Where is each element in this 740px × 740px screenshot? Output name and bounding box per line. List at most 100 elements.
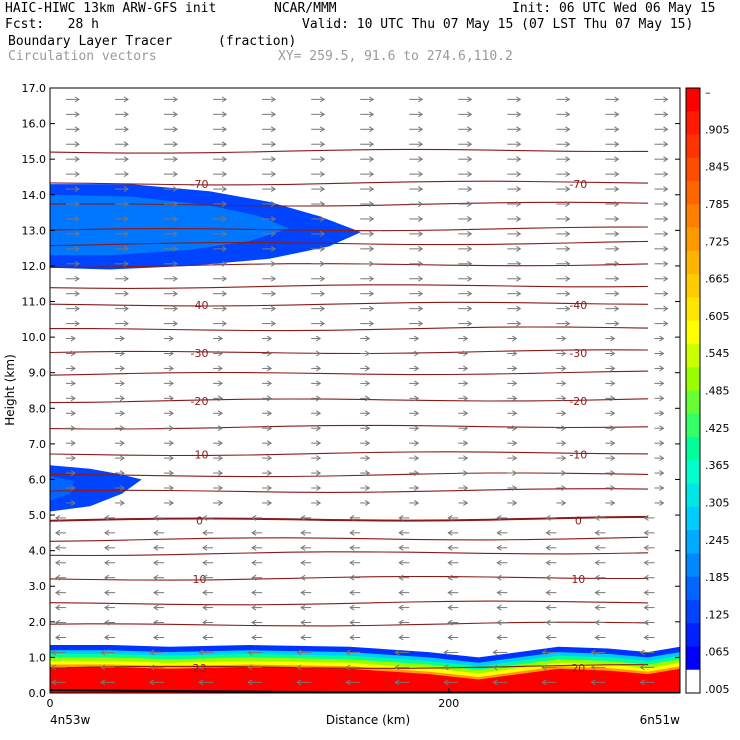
vector-arrow [247,679,263,686]
vector-arrow [164,156,178,163]
colorbar-label: .005 [705,683,730,696]
vector-arrow [492,649,508,656]
vector-arrow [398,604,410,611]
colorbar-label: .665 [705,273,730,286]
vector-arrow [556,171,571,178]
colorbar-label: .185 [705,571,730,584]
vector-arrow [360,365,371,372]
vector-arrow [654,380,665,387]
vector-arrow [447,559,459,566]
vector-arrow [65,395,76,402]
vector-arrow [311,111,326,118]
vector-arrow [311,365,322,372]
vector-arrow [654,275,669,282]
vector-arrow [556,111,571,118]
cross-section-coords: XY= 259.5, 91.6 to 274.6,110.2 [278,49,513,64]
vector-arrow [202,529,214,536]
vector-arrow [594,544,606,551]
vector-arrow [409,455,420,462]
vector-arrow [409,470,420,476]
y-tick-label: 16.0 [22,118,47,131]
vector-arrow [100,664,115,671]
vector-arrow [164,216,178,222]
vector-arrow [409,335,420,342]
vector-arrow [65,380,76,387]
vector-arrow [65,335,76,342]
colorbar-label: .605 [705,310,730,323]
colorbar-label: .785 [705,198,730,211]
vector-arrow [541,649,557,656]
vector-arrow [639,664,655,671]
vector-arrow [507,230,522,237]
vector-arrow [507,305,522,312]
vector-arrow [114,290,129,297]
vector-arrow [114,470,125,476]
vector-arrow [605,365,616,372]
vector-arrow [114,230,129,237]
vector-arrow [164,141,178,148]
colorbar-swatch [686,669,700,694]
colorbar-swatch [686,576,700,601]
vector-arrow [507,245,522,252]
vector-arrow [202,619,214,626]
vector-arrow [409,305,424,312]
vector-arrow [654,171,669,178]
colorbar-swatch [686,181,700,205]
vector-arrow [409,320,424,327]
vector-arrow [458,425,469,432]
vector-arrow [496,529,508,536]
vector-arrow [443,679,459,686]
vector-arrow [349,604,361,611]
vector-arrow [507,275,522,282]
vector-arrow [409,410,420,417]
x-axis: 4n53w 6n51w Distance (km) 0 200 [47,688,680,727]
colorbar-swatch [686,623,700,647]
institution-label: NCAR/MMM [274,1,337,16]
vector-arrow [654,425,665,432]
vector-arrow [496,604,508,611]
vector-arrow [360,216,375,222]
vector-arrow [556,335,567,342]
vector-arrow [447,544,459,551]
vector-arrow [409,96,424,103]
vector-arrow [300,544,312,551]
vector-arrow [65,141,80,148]
colorbar-label: .065 [705,646,730,659]
vector-arrow [65,156,80,163]
vector-arrow [51,664,66,671]
tracer-anvil-inner [50,194,290,256]
vector-arrow [507,410,518,417]
vector-arrow [458,350,469,357]
colorbar-label: .245 [705,534,730,547]
vector-arrow [643,514,655,521]
vector-arrow [311,455,322,462]
contour-line-3 [50,575,649,581]
forecast-hour: Fcst: 28 h [5,17,99,32]
vector-arrow [545,604,557,611]
vector-arrow [447,589,459,596]
vector-arrow [114,380,125,387]
vector-arrow [458,126,473,133]
vector-arrow [311,216,326,222]
vector-arrow [311,186,326,192]
vector-arrow [65,96,80,103]
vector-arrow [65,350,76,357]
vector-arrow [545,514,557,521]
vector-arrow [164,275,178,282]
vector-arrow [114,245,129,252]
vector-arrow [104,514,115,521]
colorbar-label: .845 [705,161,730,174]
vector-arrow [213,230,228,237]
vector-arrow [311,425,322,432]
vector-arrow [458,335,469,342]
vector-arrow [458,290,473,297]
vector-arrow [55,604,66,611]
vector-arrow [458,440,469,447]
vector-arrow [65,186,80,192]
contour-label: 10 [571,573,585,586]
vector-arrow [55,544,66,551]
vector-arrow [654,455,665,462]
vector-arrow [311,275,326,282]
vector-arrow [349,574,361,581]
colorbar-swatch [686,157,700,182]
